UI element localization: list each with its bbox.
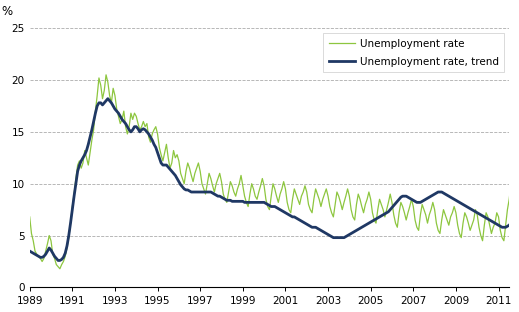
- Unemployment rate, trend: [286, 213, 292, 217]
- Unemployment rate, trend: [213, 193, 220, 197]
- Line: Unemployment rate, trend: Unemployment rate, trend: [30, 99, 519, 261]
- Unemployment rate, trend: [105, 97, 111, 100]
- Unemployment rate, trend: [55, 259, 61, 262]
- Unemployment rate, trend: [406, 196, 413, 200]
- Unemployment rate: [213, 182, 220, 186]
- Unemployment rate: [131, 111, 138, 115]
- Unemployment rate, trend: [131, 125, 138, 129]
- Unemployment rate: [103, 73, 109, 77]
- Text: %: %: [1, 5, 12, 18]
- Unemployment rate: [481, 223, 487, 227]
- Unemployment rate: [26, 215, 33, 219]
- Unemployment rate: [57, 267, 63, 271]
- Unemployment rate, trend: [456, 201, 462, 204]
- Unemployment rate: [286, 208, 292, 212]
- Unemployment rate: [406, 205, 413, 208]
- Unemployment rate, trend: [481, 215, 487, 219]
- Line: Unemployment rate: Unemployment rate: [30, 75, 519, 269]
- Unemployment rate, trend: [26, 249, 33, 253]
- Legend: Unemployment rate, Unemployment rate, trend: Unemployment rate, Unemployment rate, tr…: [323, 33, 504, 72]
- Unemployment rate: [456, 232, 462, 235]
